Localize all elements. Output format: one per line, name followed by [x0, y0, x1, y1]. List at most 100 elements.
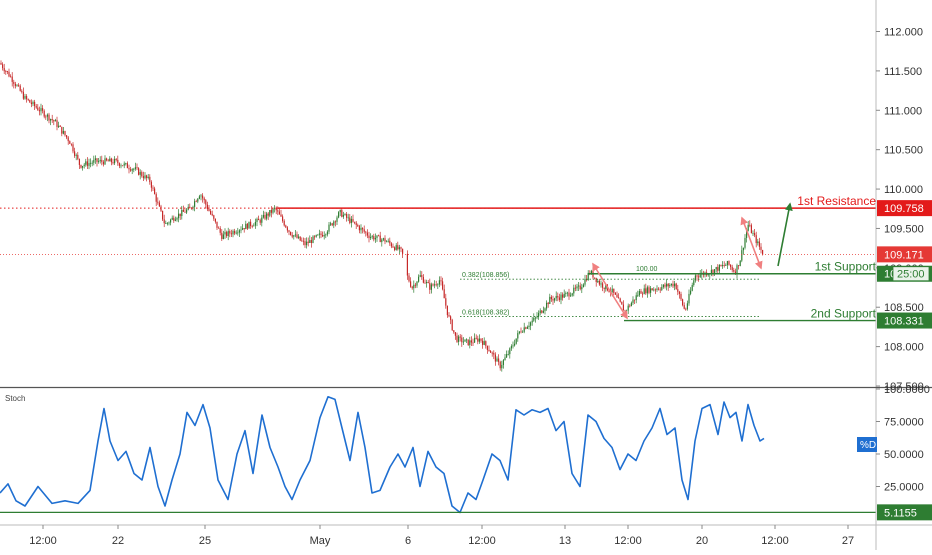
candle-bull [344, 213, 346, 215]
candle-bear [390, 243, 392, 247]
candle-bear [480, 338, 482, 341]
candle-bull [512, 345, 514, 347]
candle-bull [104, 158, 106, 165]
candle-bull [718, 264, 720, 271]
candle-bull [502, 360, 504, 365]
candle-bull [85, 161, 87, 165]
candle-bull [744, 237, 746, 248]
candle-bear [190, 207, 192, 209]
candle-bull [58, 125, 60, 127]
candle-bear [654, 289, 656, 291]
candle-bear [411, 286, 413, 289]
candle-bear [394, 247, 396, 250]
candle-bear [424, 282, 426, 284]
candle-bull [483, 341, 485, 345]
series-badge-bg [857, 437, 877, 452]
candle-bear [152, 187, 154, 189]
candle-bear [675, 283, 677, 290]
candle-bear [493, 352, 495, 355]
candle-bull [269, 210, 271, 216]
candle-bull [371, 236, 373, 238]
candle-bull [245, 223, 247, 230]
candle-bull [232, 230, 234, 235]
candle-bull [198, 196, 200, 199]
candle-bear [733, 270, 735, 272]
time-tick-label: 20 [696, 535, 708, 547]
candle-bear [203, 198, 205, 201]
candle-bear [640, 291, 642, 294]
resistance-label: 1st Resistance [797, 194, 876, 208]
candle-bear [173, 217, 175, 221]
candle-bull [192, 206, 194, 209]
key-levels: 1st Resistance 1st Support 2nd Support [0, 194, 877, 322]
candle-bear [477, 338, 479, 342]
candle-bear [320, 233, 322, 235]
candle-bear [74, 151, 76, 156]
candle-bear [59, 125, 61, 127]
candle-bull [134, 167, 136, 169]
candle-bear [720, 264, 722, 267]
candle-bull [262, 214, 264, 218]
candle-bear [459, 336, 461, 338]
candle-bull [82, 165, 84, 168]
candle-bear [280, 214, 282, 217]
candle-bear [645, 288, 647, 294]
candle-bear [642, 293, 644, 295]
candle-bear [154, 188, 156, 195]
candle-bull [326, 231, 328, 235]
candle-bull [186, 209, 188, 213]
candle-bull [248, 221, 250, 229]
candle-bear [22, 91, 24, 99]
candle-bull [338, 212, 340, 218]
price-tick-label: 111.000 [884, 105, 922, 117]
candle-bear [162, 210, 164, 220]
candle-bull [165, 223, 167, 224]
candle-bull [710, 269, 712, 274]
candle-bear [208, 209, 210, 211]
candle-bear [731, 266, 733, 271]
candle-bear [712, 269, 714, 274]
time-tick-label: 12:00 [29, 535, 57, 547]
stochastic-pane: Stoch [0, 394, 876, 514]
candle-bull [350, 218, 352, 223]
candle-bear [717, 267, 719, 271]
candle-bear [384, 238, 386, 242]
price-pane: 1st Resistance 1st Support 2nd Support 0.38… [0, 60, 877, 372]
current-price-tag-bg [877, 246, 932, 263]
stoch-d-line [0, 396, 765, 514]
candle-bull [54, 120, 56, 122]
candle-bear [346, 213, 348, 218]
candle-bull [661, 287, 663, 290]
candle-bull [669, 285, 671, 287]
candle-bear [454, 332, 456, 336]
candle-bull [504, 357, 506, 361]
candle-bear [621, 301, 623, 305]
candle-bear [680, 293, 682, 300]
candle-bear [226, 232, 228, 237]
candle-bull [90, 162, 92, 164]
candle-bull [381, 239, 383, 243]
candle-bull [518, 331, 520, 334]
candle-bear [406, 253, 408, 276]
candle-bull [515, 338, 517, 344]
candle-bear [762, 249, 764, 255]
candle-bear [547, 302, 549, 305]
candle-bear [341, 209, 343, 217]
candle-bear [378, 235, 380, 237]
candle-bull [438, 280, 440, 285]
candle-bear [30, 102, 32, 105]
candle-bear [629, 305, 631, 307]
candle-bear [130, 169, 132, 171]
candle-bear [682, 299, 684, 306]
candle-bear [158, 202, 160, 207]
candle-bull [347, 217, 349, 219]
candle-bear [291, 234, 293, 237]
candle-bull [670, 283, 672, 286]
candle-bear [51, 119, 53, 121]
candle-bear [19, 85, 21, 91]
time-tick-label: 22 [112, 535, 124, 547]
candle-bear [80, 164, 82, 168]
candle-bear [112, 162, 114, 164]
candle-bull [517, 333, 519, 339]
